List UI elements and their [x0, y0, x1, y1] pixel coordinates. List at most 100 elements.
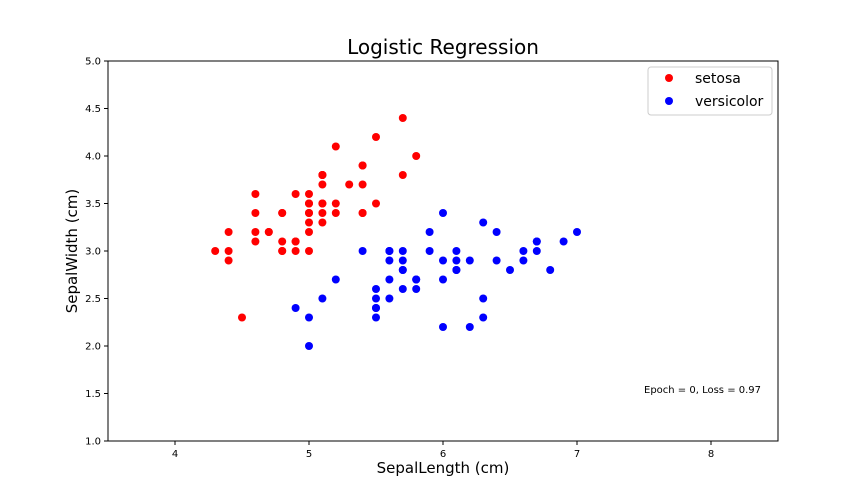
- point-setosa-14: [412, 152, 421, 160]
- point-versicolor-1: [492, 228, 501, 236]
- point-versicolor-43: [305, 313, 313, 322]
- point-setosa-36: [372, 199, 380, 208]
- point-setosa-32: [331, 142, 340, 151]
- y-tick-label-3: 2.5: [85, 294, 101, 305]
- legend: setosa versicolor: [647, 66, 773, 116]
- point-setosa-35: [305, 228, 313, 236]
- y-tick-label-4: 3.0: [85, 247, 101, 258]
- point-versicolor-33: [439, 275, 447, 284]
- point-setosa-28: [331, 209, 340, 217]
- point-setosa-10: [358, 180, 367, 189]
- point-setosa-34: [291, 237, 300, 246]
- point-setosa-26: [305, 209, 313, 217]
- point-setosa-17: [318, 199, 327, 208]
- y-tick-label-0: 1.0: [85, 437, 101, 448]
- point-versicolor-4: [506, 266, 514, 274]
- x-tick-label-4: 8: [708, 449, 714, 460]
- point-setosa-6: [251, 209, 260, 217]
- point-setosa-13: [211, 247, 220, 255]
- points-layer: [211, 114, 581, 350]
- point-setosa-38: [224, 247, 233, 255]
- point-setosa-33: [372, 133, 380, 141]
- point-versicolor-39: [372, 294, 380, 303]
- point-setosa-31: [358, 209, 367, 217]
- point-versicolor-19: [385, 294, 394, 303]
- point-setosa-25: [305, 247, 313, 255]
- point-setosa-42: [224, 228, 233, 236]
- point-versicolor-24: [492, 256, 501, 265]
- point-setosa-27: [331, 199, 340, 208]
- point-setosa-22: [251, 190, 260, 198]
- point-versicolor-12: [439, 323, 447, 331]
- point-setosa-21: [318, 180, 327, 189]
- y-tick-label-5: 3.5: [85, 199, 101, 210]
- x-tick-label-1: 5: [306, 449, 312, 460]
- point-setosa-29: [264, 228, 273, 236]
- point-versicolor-41: [452, 247, 461, 255]
- point-versicolor-47: [465, 256, 474, 265]
- point-versicolor-49: [398, 266, 407, 274]
- point-versicolor-2: [559, 237, 568, 246]
- point-versicolor-31: [372, 304, 380, 312]
- point-versicolor-32: [412, 275, 421, 284]
- point-versicolor-36: [532, 237, 541, 246]
- point-setosa-45: [278, 247, 287, 255]
- point-versicolor-14: [385, 256, 394, 265]
- point-versicolor-29: [398, 285, 407, 293]
- point-setosa-49: [305, 218, 313, 227]
- point-versicolor-38: [385, 247, 394, 255]
- point-versicolor-6: [479, 218, 488, 227]
- point-setosa-24: [278, 209, 287, 217]
- point-versicolor-22: [479, 294, 488, 303]
- point-setosa-16: [358, 161, 367, 170]
- point-setosa-30: [278, 237, 287, 246]
- point-setosa-46: [318, 171, 327, 179]
- point-versicolor-23: [452, 266, 461, 274]
- point-versicolor-10: [305, 342, 313, 350]
- y-tick-label-6: 4.0: [85, 152, 101, 163]
- y-tick-label-1: 1.5: [85, 389, 101, 400]
- point-versicolor-27: [532, 247, 541, 255]
- point-versicolor-20: [425, 228, 434, 236]
- point-setosa-47: [251, 228, 260, 236]
- epoch-loss-annotation: Epoch = 0, Loss = 0.97: [644, 385, 761, 396]
- point-setosa-39: [318, 209, 327, 217]
- y-tick-label-7: 4.5: [85, 104, 101, 115]
- point-setosa-48: [345, 180, 354, 189]
- y-axis-label: SepalWidth (cm): [63, 189, 81, 314]
- point-setosa-23: [318, 218, 327, 227]
- point-versicolor-0: [573, 228, 581, 236]
- chart-title: Logistic Regression: [347, 35, 539, 59]
- y-tick-label-2: 2.0: [85, 342, 101, 353]
- point-setosa-43: [305, 199, 313, 208]
- point-versicolor-26: [546, 266, 555, 274]
- x-tick-label-2: 6: [440, 449, 446, 460]
- point-versicolor-48: [318, 294, 327, 303]
- point-versicolor-3: [372, 313, 380, 322]
- point-versicolor-34: [358, 247, 367, 255]
- point-setosa-18: [398, 171, 407, 179]
- legend-label-setosa: setosa: [695, 71, 741, 87]
- point-versicolor-8: [519, 256, 528, 265]
- point-versicolor-28: [439, 256, 447, 265]
- point-versicolor-35: [439, 209, 447, 217]
- point-setosa-8: [224, 256, 233, 265]
- ticks-layer: 4 5 6 7 8 1.0 1.5 2.0 2.5 3.0 3.5 4.0 4.5 5.0: [85, 57, 714, 461]
- plot-frame: [107, 60, 779, 442]
- point-setosa-4: [305, 190, 313, 198]
- x-tick-label-0: 4: [172, 449, 178, 460]
- point-versicolor-45: [398, 247, 407, 255]
- point-setosa-41: [238, 313, 246, 322]
- point-versicolor-9: [331, 275, 340, 284]
- legend-label-versicolor: versicolor: [695, 94, 764, 110]
- point-versicolor-25: [519, 247, 528, 255]
- point-versicolor-7: [291, 304, 300, 312]
- legend-marker-setosa: [665, 74, 673, 82]
- point-versicolor-37: [479, 313, 488, 322]
- y-tick-label-8: 5.0: [85, 57, 101, 68]
- point-versicolor-44: [385, 275, 394, 284]
- point-versicolor-46: [398, 256, 407, 265]
- point-setosa-3: [251, 237, 260, 246]
- legend-box: [647, 66, 773, 116]
